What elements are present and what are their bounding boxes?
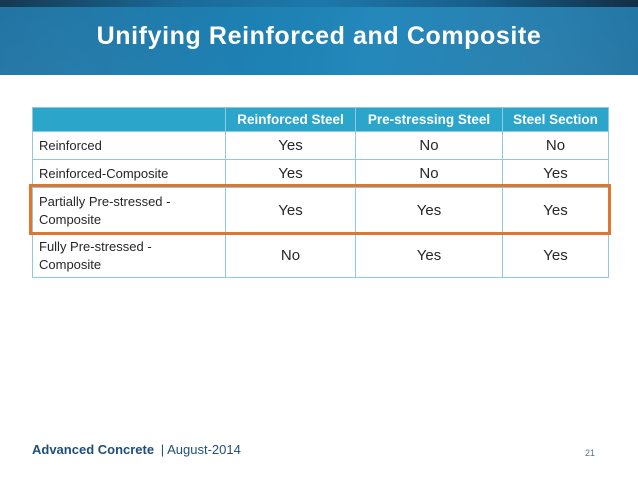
footer-brand: Advanced Concrete [32,442,155,457]
footer: Advanced Concrete | August-2014 [32,442,241,457]
cell-value: Yes [502,159,609,188]
column-header-empty [32,107,226,132]
table-row: Reinforced-Composite Yes No Yes [32,159,609,188]
cell-value: Yes [502,233,609,278]
row-label: Reinforced-Composite [32,159,226,188]
cell-value: Yes [225,159,356,188]
column-header-prestressing-steel: Pre-stressing Steel [355,107,503,132]
footer-date: August-2014 [167,442,241,457]
cell-value: Yes [225,131,356,160]
cell-value: No [225,233,356,278]
row-label: Fully Pre-stressed - Composite [32,233,226,278]
banner-top-strip [0,0,638,7]
cell-value: No [355,159,503,188]
cell-value: Yes [355,233,503,278]
column-header-steel-section: Steel Section [502,107,609,132]
table-row-highlighted: Partially Pre-stressed - Composite Yes Y… [32,187,609,234]
column-header-reinforced-steel: Reinforced Steel [225,107,356,132]
row-label: Partially Pre-stressed - Composite [32,187,226,234]
row-label-text: Fully Pre-stressed - Composite [39,238,152,272]
row-label-text: Partially Pre-stressed - Composite [39,193,171,227]
cell-value: Yes [502,187,609,234]
page-number: 21 [584,448,595,458]
comparison-table: Reinforced Steel Pre-stressing Steel Ste… [32,107,609,278]
table-row: Reinforced Yes No No [32,131,609,160]
table-row: Fully Pre-stressed - Composite No Yes Ye… [32,233,609,278]
cell-value: No [355,131,503,160]
row-label-text: Reinforced [39,137,102,153]
table-header-row: Reinforced Steel Pre-stressing Steel Ste… [32,107,609,132]
cell-value: Yes [355,187,503,234]
row-label: Reinforced [32,131,226,160]
row-label-text: Reinforced-Composite [39,165,169,181]
slide-title: Unifying Reinforced and Composite [96,22,542,50]
cell-value: No [502,131,609,160]
header-banner: Unifying Reinforced and Composite [0,0,638,75]
cell-value: Yes [225,187,356,234]
footer-separator: | [160,442,165,457]
